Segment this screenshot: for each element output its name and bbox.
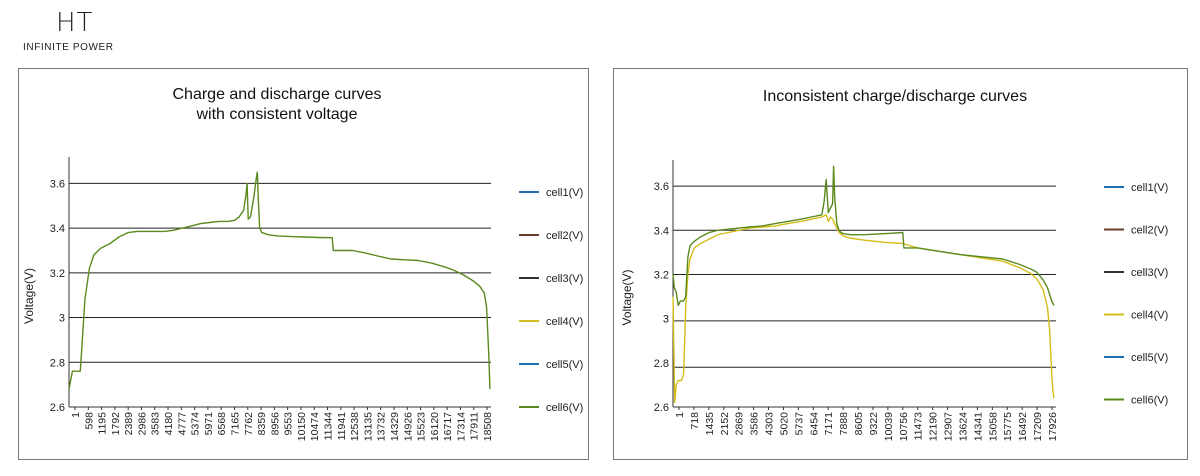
- y-tick-label: 3: [663, 314, 669, 326]
- x-tick-label: 4777: [176, 412, 188, 436]
- x-tick-label: 12538: [349, 412, 361, 441]
- x-tick-label: 7171: [823, 412, 835, 436]
- x-tick-label: 4303: [764, 412, 776, 436]
- y-tick-label: 3.2: [654, 269, 669, 281]
- chart-inconsistent: Inconsistent charge/discharge curves 2.6 2…: [620, 88, 1168, 441]
- legend-label: cell4(V): [1131, 310, 1168, 322]
- y-tick-label: 2.6: [654, 402, 669, 414]
- y-tick-label: 2.8: [50, 357, 65, 369]
- x-tick-label: 8605: [853, 412, 865, 436]
- y-tick-label: 2.8: [654, 358, 669, 370]
- chart-title-line: with consistent voltage: [196, 106, 358, 123]
- x-tick-label: 7762: [243, 412, 255, 436]
- y-tick-label: 3.4: [654, 225, 669, 237]
- x-tick-label: 5737: [793, 412, 805, 436]
- legend-label: cell6(V): [1131, 395, 1168, 407]
- x-tick-label: 1: [674, 412, 686, 418]
- logo-mark: HT: [56, 8, 94, 38]
- x-tick-label: 14341: [972, 412, 984, 441]
- legend-label: cell5(V): [546, 359, 583, 371]
- series-line: [68, 171, 491, 390]
- y-tick-label: 2.6: [50, 402, 65, 414]
- x-tick-label: 9553: [283, 412, 295, 436]
- x-tick-label: 5020: [778, 412, 790, 436]
- x-tick-label: 5374: [190, 412, 202, 436]
- x-tick-label: 11473: [913, 412, 925, 441]
- x-tick-label: 10474: [309, 412, 321, 441]
- chart-title-line: Charge and discharge curves: [172, 86, 381, 103]
- x-tick-label: 17926: [1047, 412, 1059, 441]
- x-tick-label: 11941: [336, 412, 348, 441]
- legend-label: cell5(V): [1131, 352, 1168, 364]
- x-tick-label: 17911: [469, 412, 481, 441]
- x-tick-label: 718: [689, 412, 701, 430]
- x-tick-label: 2986: [136, 412, 148, 436]
- x-tick-label: 2152: [719, 412, 731, 436]
- x-tick-label: 1195: [97, 412, 109, 435]
- x-tick-label: 16717: [442, 412, 454, 441]
- y-axis-label: Voltage(V): [22, 268, 36, 324]
- series-line: [672, 165, 1055, 307]
- x-tick-label: 11344: [323, 412, 335, 441]
- legend-label: cell1(V): [1131, 182, 1168, 194]
- x-tick-label: 13732: [376, 412, 388, 441]
- x-tick-label: 15775: [1002, 412, 1014, 441]
- x-tick-label: 2389: [123, 412, 135, 436]
- legend-label: cell1(V): [546, 187, 583, 199]
- y-tick-label: 3.6: [654, 181, 669, 193]
- x-tick-label: 15523: [416, 412, 428, 441]
- x-tick-label: 8359: [256, 412, 268, 436]
- x-tick-label: 10039: [883, 412, 895, 441]
- x-tick-label: 3586: [749, 412, 761, 436]
- x-tick-label: 12190: [928, 412, 940, 441]
- x-tick-label: 12907: [943, 412, 955, 441]
- legend-label: cell2(V): [1131, 225, 1168, 237]
- series-line: [672, 214, 1055, 404]
- x-tick-label: 17209: [1032, 412, 1044, 441]
- chart-panel-consistent: Charge and discharge curves with consiste…: [18, 68, 589, 460]
- x-tick-label: 1: [70, 412, 82, 418]
- x-tick-label: 9322: [868, 412, 880, 436]
- y-tick-label: 3: [59, 313, 65, 325]
- x-tick-label: 7888: [838, 412, 850, 436]
- x-tick-label: 17314: [455, 412, 467, 441]
- legend-label: cell4(V): [546, 316, 583, 328]
- x-tick-label: 18508: [482, 412, 494, 441]
- x-tick-label: 10756: [898, 412, 910, 441]
- x-tick-label: 14329: [389, 412, 401, 441]
- x-tick-label: 7165: [229, 412, 241, 436]
- x-tick-label: 4180: [163, 412, 175, 436]
- chart-title-line: Inconsistent charge/discharge curves: [763, 88, 1027, 105]
- legend-label: cell3(V): [546, 273, 583, 285]
- x-tick-label: 16492: [1017, 412, 1029, 441]
- x-tick-label: 14926: [402, 412, 414, 441]
- x-tick-label: 2869: [734, 412, 746, 436]
- x-tick-label: 13135: [362, 412, 374, 441]
- x-tick-label: 1435: [704, 412, 716, 436]
- logo-tagline: INFINITE POWER: [23, 42, 114, 53]
- chart-panel-inconsistent: Inconsistent charge/discharge curves 2.6 2…: [613, 68, 1188, 460]
- legend-label: cell6(V): [546, 402, 583, 414]
- y-tick-label: 3.6: [50, 178, 65, 190]
- x-tick-label: 15058: [987, 412, 999, 441]
- x-tick-label: 16120: [429, 412, 441, 441]
- x-tick-label: 1792: [110, 412, 122, 436]
- x-tick-label: 8956: [269, 412, 281, 436]
- brand-logo: HT INFINITE POWER: [20, 8, 140, 56]
- legend-label: cell3(V): [1131, 267, 1168, 279]
- x-tick-label: 5971: [203, 412, 215, 436]
- y-tick-label: 3.2: [50, 268, 65, 280]
- y-axis-label: Voltage(V): [620, 269, 634, 325]
- x-tick-label: 6568: [216, 412, 228, 436]
- x-tick-label: 6454: [808, 412, 820, 436]
- legend-label: cell2(V): [546, 230, 583, 242]
- x-tick-label: 3583: [150, 412, 162, 436]
- chart-consistent: Charge and discharge curves with consiste…: [22, 86, 583, 441]
- y-tick-label: 3.4: [50, 223, 65, 235]
- x-tick-label: 598: [83, 412, 95, 430]
- x-tick-label: 13624: [957, 412, 969, 441]
- x-tick-label: 10150: [296, 412, 308, 441]
